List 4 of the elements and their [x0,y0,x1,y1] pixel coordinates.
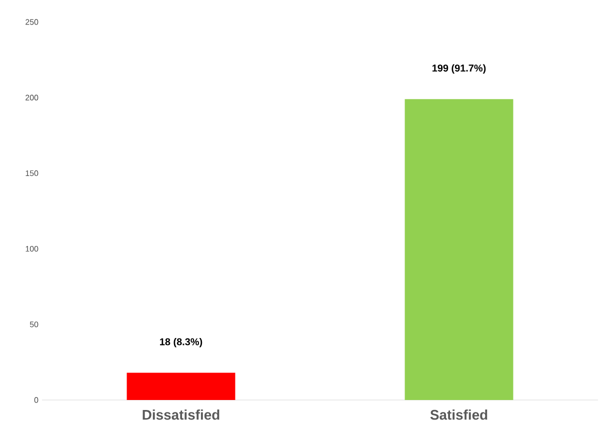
data-label: 18 (8.3%) [160,338,202,348]
x-tick-label: Satisfied [430,410,488,420]
x-tick-label: Dissatisfied [142,410,220,420]
data-label: 199 (91.7%) [432,64,486,74]
